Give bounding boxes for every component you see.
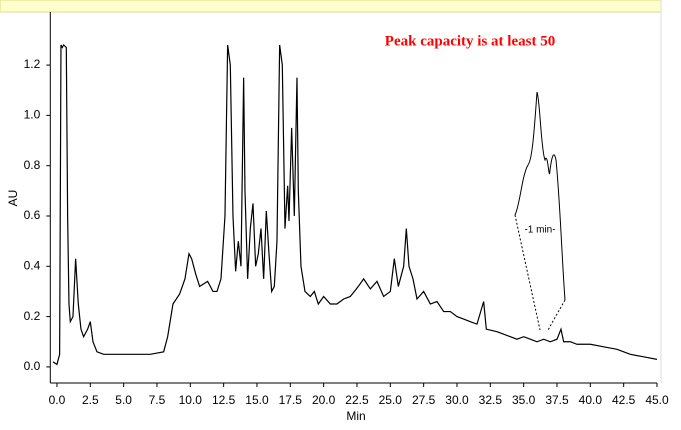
y-tick-label: 0.0 <box>24 359 41 373</box>
x-tick-label: 7.5 <box>149 393 166 407</box>
y-tick-label: 0.6 <box>24 208 41 222</box>
x-tick-label: 32.5 <box>479 393 503 407</box>
x-tick-label: 0.0 <box>49 393 66 407</box>
x-tick-label: 42.5 <box>612 393 636 407</box>
chart-title: Peak capacity is at least 50 <box>385 33 555 49</box>
x-tick-label: 5.0 <box>115 393 132 407</box>
x-tick-label: 2.5 <box>82 393 99 407</box>
trace <box>52 43 658 366</box>
annotation: -1 min- <box>524 225 555 236</box>
x-tick-label: 20.0 <box>312 393 336 407</box>
header-band <box>0 0 662 13</box>
y-tick-label: 0.8 <box>24 158 41 172</box>
zoom-trace <box>514 91 566 301</box>
x-tick-label: 15.0 <box>245 393 269 407</box>
zoom-guide <box>547 299 566 331</box>
x-axis-label: Min <box>346 409 365 423</box>
x-tick-label: 45.0 <box>645 393 669 407</box>
y-tick-label: 1.0 <box>24 108 41 122</box>
y-axis-label: AU <box>6 190 20 207</box>
x-tick-label: 35.0 <box>512 393 536 407</box>
x-tick-label: 30.0 <box>445 393 469 407</box>
y-tick-label: 0.2 <box>24 309 41 323</box>
x-tick-label: 17.5 <box>279 393 303 407</box>
x-tick-label: 22.5 <box>345 393 369 407</box>
y-tick-label: 0.4 <box>24 258 41 272</box>
x-tick-label: 10.0 <box>179 393 203 407</box>
y-tick-label: 1.2 <box>24 57 41 71</box>
x-tick-label: 25.0 <box>379 393 403 407</box>
x-tick-label: 40.0 <box>579 393 603 407</box>
x-tick-label: 37.5 <box>545 393 569 407</box>
x-tick-label: 27.5 <box>412 393 436 407</box>
x-tick-label: 12.5 <box>212 393 236 407</box>
